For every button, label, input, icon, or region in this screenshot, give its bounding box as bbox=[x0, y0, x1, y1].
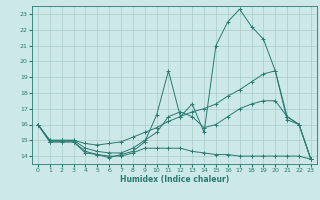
X-axis label: Humidex (Indice chaleur): Humidex (Indice chaleur) bbox=[120, 175, 229, 184]
